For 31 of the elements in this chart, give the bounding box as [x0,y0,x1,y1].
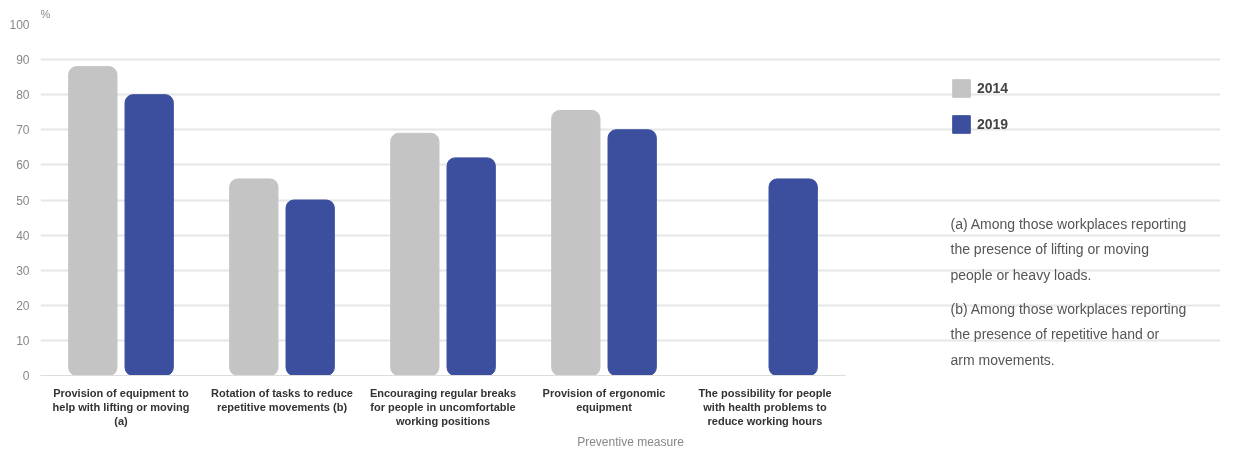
y-tick-label: 70 [16,123,30,138]
bar [446,157,496,376]
y-axis-title: % [40,7,51,20]
x-tick-label: The possibility for people with health problems to reduce working hours [698,386,832,428]
text: (a) Among those workplaces reporting the presence of lifting or moving people or heavy loads. [950,215,1187,283]
x-tick-label: Rotation of tasks to reduce repetitive movements (b) [211,386,353,413]
y-tick-label: 50 [16,193,30,208]
y-tick-label: 80 [16,88,30,103]
x-tick-label: Encouraging regular breaks for people in uncomfortable working positions [369,386,517,428]
x-tick-label: Provision of ergonomic equipment [542,386,666,413]
legend-label: 2014 [977,80,1009,96]
y-tick-label: 10 [16,333,30,348]
bar [285,199,335,376]
bar [229,178,279,376]
bar [551,110,601,376]
bar [607,129,657,376]
legend-label: 2019 [977,116,1009,132]
y-tick-label: 30 [16,263,30,278]
y-tick-label: 90 [16,53,30,68]
x-tick-label: Provision of equipment to help with lifting or moving (a) [52,386,190,428]
y-tick-label: 0 [22,369,30,383]
x-axis-title: Preventive measure [577,435,685,450]
bar [390,132,440,376]
bar [68,66,118,376]
y-tick-label: 40 [16,228,30,243]
bar [124,94,174,376]
y-tick-label: 20 [16,298,30,313]
y-tick-label: 100 [9,18,30,32]
text: (b) Among those workplaces reporting the presence of repetitive hand or arm movements. [950,300,1187,368]
y-tick-label: 60 [16,158,30,173]
bar [768,178,818,376]
